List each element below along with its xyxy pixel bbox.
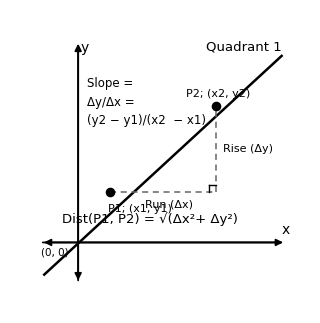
- Text: P1; (x1, y1): P1; (x1, y1): [108, 204, 172, 214]
- Text: Slope =
Δy/Δx =
(y2 − y1)/(x2  − x1): Slope = Δy/Δx = (y2 − y1)/(x2 − x1): [87, 77, 206, 127]
- Point: [213, 104, 219, 109]
- Text: Rise (Δy): Rise (Δy): [223, 144, 273, 154]
- Text: P2; (x2, y2): P2; (x2, y2): [186, 89, 251, 99]
- Text: Quadrant 1: Quadrant 1: [206, 41, 282, 54]
- Text: (0, 0): (0, 0): [41, 248, 69, 258]
- Text: y: y: [80, 41, 89, 55]
- Point: [108, 190, 113, 195]
- Text: x: x: [282, 223, 290, 237]
- Text: Run (Δx): Run (Δx): [145, 200, 193, 210]
- Text: Dist(P1, P2) = √(Δx²+ Δy²): Dist(P1, P2) = √(Δx²+ Δy²): [62, 213, 238, 226]
